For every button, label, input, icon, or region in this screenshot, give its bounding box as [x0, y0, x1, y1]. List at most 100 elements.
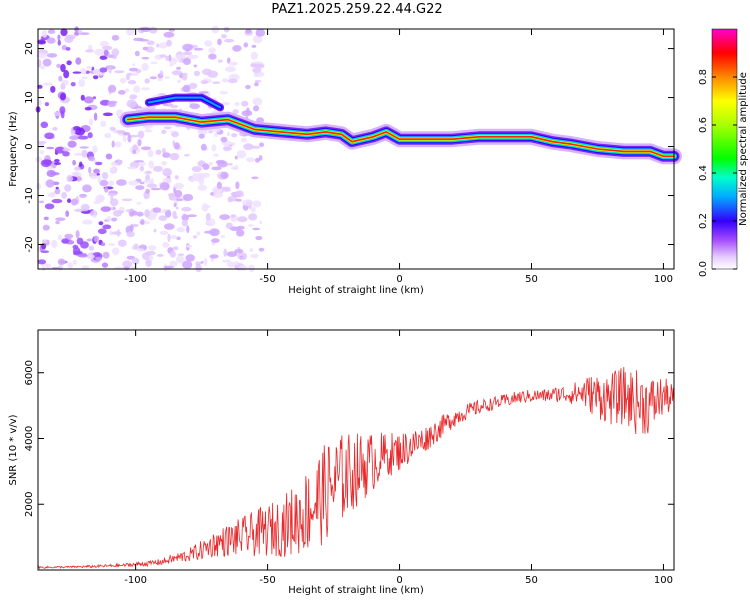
spectrogram-noise-blob [135, 185, 145, 191]
figure-title: PAZ1.2025.259.22.44.G22 [271, 2, 442, 17]
spectrogram-noise-blob [100, 242, 106, 246]
spectrogram-noise-blob [109, 198, 119, 207]
spectrogram-noise-blob [163, 126, 172, 130]
spectrogram-noise-blob [241, 137, 247, 143]
spectrogram-noise-blob [152, 207, 162, 213]
colorbar-gradient [711, 28, 738, 270]
spectrogram-noise-blob [158, 42, 168, 49]
spectrogram-noise-blob [124, 88, 130, 93]
spectrogram-noise-blob [189, 178, 195, 183]
spectrogram-noise-blob [221, 78, 229, 83]
spectrogram-noise-blob [37, 259, 47, 265]
spectrogram-noise-blob [93, 159, 97, 163]
snr-panel: -100 -50 0 50 100 2000 4000 6000 Height of str… [8, 329, 675, 596]
spectrogram-noise-blob [39, 150, 45, 155]
spectrogram-noise-blob [202, 163, 210, 171]
spectrogram-noise-blob [80, 203, 90, 212]
spectrogram-noise-blob [136, 248, 145, 252]
spectrogram-noise-blob [77, 135, 89, 140]
spectrogram-noise-blob [248, 264, 255, 273]
spectrogram-noise-blob [245, 28, 252, 34]
spectrogram-noise-blob [145, 170, 152, 174]
spectrogram-noise-blob [141, 63, 149, 71]
colorbar-tick-label: 0.0 [698, 261, 709, 277]
spectrogram-noise-blob [59, 106, 66, 115]
spectrogram-noise-blob [153, 228, 157, 233]
spectrogram-noise-blob [57, 34, 61, 41]
spectrogram-noise-blob [85, 49, 94, 53]
spectrogram-noise-blob [93, 75, 99, 80]
spectrogram-noise-blob [144, 129, 153, 133]
spectrogram-noise-blob [50, 191, 57, 195]
spectrogram-noise-blob [104, 132, 112, 139]
spectrogram-noise-blob [93, 214, 97, 218]
spectrogram-noise-blob [255, 28, 266, 37]
spectrogram-noise-blob [208, 162, 214, 166]
spectrogram-noise-blob [221, 259, 231, 263]
spectrogram-noise-blob [159, 230, 169, 235]
spectrogram-noise-blob [69, 135, 80, 140]
spectrogram-noise-blob [228, 142, 236, 146]
spectrogram-noise-blob [44, 203, 55, 210]
spectrogram-noise-blob [172, 246, 179, 251]
spectrogram-noise-blob [136, 202, 142, 205]
spectrogram-noise-blob [78, 32, 90, 35]
spectrogram-noise-blob [225, 66, 236, 73]
spectrogram-noise-blob [42, 224, 50, 231]
spectrogram-noise-blob [221, 188, 232, 192]
spectrogram-noise-blob [58, 75, 63, 82]
spectrogram-noise-blob [215, 159, 226, 165]
spectrogram-noise-blob [60, 28, 68, 37]
spectrogram-noise-blob [225, 222, 233, 229]
spectrogram-noise-blob [51, 198, 63, 204]
spectrogram-noise-blob [132, 63, 136, 66]
spectrogram-noise-blob [37, 39, 46, 44]
snr-x-axis-label: Height of straight line (km) [288, 585, 424, 596]
spectrogram-noise-blob [131, 210, 138, 216]
spectrogram-noise-blob [234, 261, 240, 266]
spectrogram-noise-blob [232, 109, 239, 114]
spectrogram-noise-blob [129, 94, 138, 100]
spectrogram-noise-blob [93, 235, 100, 243]
spectrogram-noise-blob [198, 91, 209, 94]
spectrogram-noise-blob [200, 80, 209, 85]
spectrogram-noise-blob [191, 166, 202, 172]
spectrogram-noise-blob [55, 186, 59, 190]
spectrogram-noise-blob [117, 239, 127, 247]
spectrogram-noise-blob [159, 182, 170, 191]
spectrogram-noise-blob [44, 102, 50, 107]
spectrogram-noise-blob [148, 255, 154, 261]
spectrogram-noise-blob [251, 176, 259, 180]
spectrogram-noise-blob [144, 78, 150, 84]
spectrogram-noise-blob [114, 141, 122, 148]
spectrogram-noise-blob [118, 210, 124, 214]
spectrogram-noise-blob [221, 34, 227, 39]
snr-series-line [37, 366, 675, 570]
spectrogram-noise-blob [75, 127, 85, 136]
spectrogram-noise-blob [140, 146, 152, 151]
spectrogram-noise-blob [99, 179, 109, 187]
spectrogram-noise-blob [223, 248, 227, 257]
spectrogram-noise-blob [41, 242, 47, 250]
spectrogram-noise-blob [123, 266, 130, 271]
y-tick-label: 2000 [24, 492, 35, 517]
spectrogram-noise-blob [153, 165, 163, 172]
spectrogram-noise-blob [36, 182, 41, 190]
spectrogram-noise-blob [97, 175, 102, 183]
spectrogram-noise-blob [250, 145, 261, 149]
spectrogram-noise-blob [119, 77, 127, 84]
spectrogram-noise-blob [83, 96, 94, 104]
spectrogram-noise-blob [82, 219, 93, 225]
spectrogram-noise-blob [222, 146, 232, 151]
spectrogram-noise-blob [86, 65, 93, 70]
spectrogram-noise-blob [255, 235, 263, 241]
spectrogram-noise-blob [96, 253, 101, 258]
spectrogram-noise-blob [126, 231, 135, 238]
spectrogram-noise-blob [164, 223, 175, 230]
spectrogram-noise-blob [181, 219, 188, 227]
spectrogram-noise-blob [226, 57, 231, 64]
spectrogram-noise-blob [170, 104, 179, 109]
spectrogram-noise-blob [240, 256, 247, 260]
spectrogram-noise-blob [243, 143, 254, 151]
